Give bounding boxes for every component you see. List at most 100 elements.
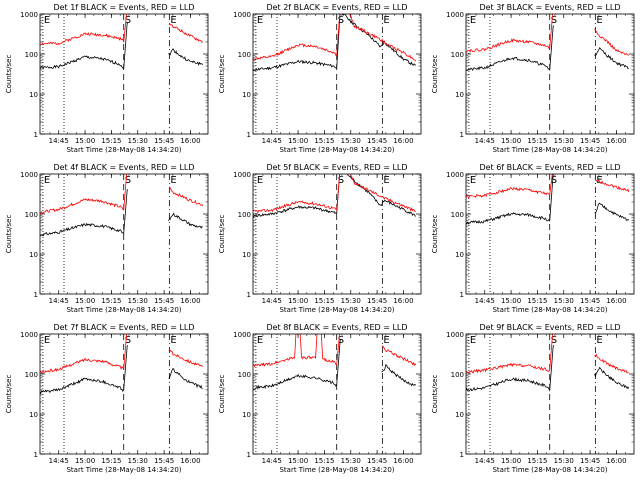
x-tick-label: 15:00 bbox=[75, 137, 95, 145]
x-tick-label: 15:00 bbox=[288, 297, 308, 305]
chart-title: Det 3f BLACK = Events, RED = LLD bbox=[479, 3, 620, 12]
y-tick-label: 1000 bbox=[446, 331, 464, 339]
event-marker-label: S bbox=[551, 335, 557, 346]
plot-frame bbox=[465, 333, 635, 455]
y-tick-label: 100 bbox=[238, 51, 251, 59]
event-marker-label: E bbox=[383, 175, 389, 186]
x-tick-label: 15:15 bbox=[101, 457, 121, 465]
x-axis-label: Start Time (28-May-08 14:34:20) bbox=[492, 466, 607, 474]
events-series-line bbox=[40, 22, 203, 70]
events-series-line bbox=[253, 174, 417, 218]
x-tick-label: 15:45 bbox=[154, 297, 174, 305]
event-marker-label: E bbox=[44, 15, 50, 26]
x-axis-label: Start Time (28-May-08 14:34:20) bbox=[66, 146, 181, 154]
y-tick-label: 1000 bbox=[20, 11, 38, 19]
y-axis-label: Counts/sec bbox=[218, 55, 226, 94]
detector-panel: Det 5f BLACK = Events, RED = LLD Counts/s… bbox=[213, 160, 426, 320]
x-axis-label: Start Time (28-May-08 14:34:20) bbox=[279, 306, 394, 314]
x-tick-label: 14:45 bbox=[475, 137, 495, 145]
x-axis-label: Start Time (28-May-08 14:34:20) bbox=[66, 306, 181, 314]
y-tick-label: 1 bbox=[460, 291, 464, 299]
y-axis-label: Counts/sec bbox=[431, 215, 439, 254]
lld-series-line bbox=[466, 334, 629, 374]
event-marker-label: S bbox=[125, 335, 131, 346]
x-tick-label: 15:15 bbox=[314, 457, 334, 465]
x-tick-label: 15:30 bbox=[341, 457, 361, 465]
y-axis-label: Counts/sec bbox=[218, 215, 226, 254]
x-tick-label: 16:00 bbox=[180, 457, 200, 465]
lld-series-line bbox=[466, 174, 630, 199]
chart-title: Det 4f BLACK = Events, RED = LLD bbox=[53, 163, 194, 172]
event-marker-label: E bbox=[470, 15, 476, 26]
lightcurve-plot: Det 1f BLACK = Events, RED = LLD Counts/s… bbox=[5, 3, 209, 154]
lightcurve-plot: Det 5f BLACK = Events, RED = LLD Counts/s… bbox=[218, 163, 422, 314]
y-tick-label: 10 bbox=[29, 411, 38, 419]
x-axis-label: Start Time (28-May-08 14:34:20) bbox=[492, 146, 607, 154]
events-series-line bbox=[40, 345, 203, 395]
x-tick-label: 14:45 bbox=[475, 297, 495, 305]
y-tick-label: 1 bbox=[34, 131, 38, 139]
x-tick-label: 16:00 bbox=[393, 137, 413, 145]
lld-series-line bbox=[40, 334, 203, 375]
y-tick-label: 100 bbox=[451, 211, 464, 219]
x-tick-label: 16:00 bbox=[606, 137, 626, 145]
x-tick-label: 15:00 bbox=[75, 297, 95, 305]
x-tick-label: 15:00 bbox=[75, 457, 95, 465]
x-tick-label: 15:15 bbox=[314, 297, 334, 305]
event-marker-label: S bbox=[338, 175, 344, 186]
y-axis-label: Counts/sec bbox=[431, 55, 439, 94]
event-marker-label: E bbox=[170, 175, 176, 186]
x-tick-label: 15:30 bbox=[554, 297, 574, 305]
plot-frame bbox=[465, 173, 635, 295]
x-tick-label: 15:30 bbox=[341, 137, 361, 145]
event-marker-label: E bbox=[596, 175, 602, 186]
x-tick-label: 14:45 bbox=[262, 137, 282, 145]
x-tick-label: 15:45 bbox=[367, 457, 387, 465]
lightcurve-plot: Det 8f BLACK = Events, RED = LLD Counts/s… bbox=[218, 323, 422, 474]
x-tick-label: 16:00 bbox=[180, 137, 200, 145]
event-marker-label: E bbox=[170, 335, 176, 346]
detector-panel: Det 1f BLACK = Events, RED = LLD Counts/s… bbox=[0, 0, 213, 160]
y-tick-label: 100 bbox=[238, 371, 251, 379]
event-marker-label: S bbox=[125, 15, 131, 26]
x-tick-label: 15:45 bbox=[580, 297, 600, 305]
x-tick-label: 15:30 bbox=[128, 137, 148, 145]
event-marker-label: E bbox=[257, 15, 263, 26]
event-marker-label: E bbox=[596, 335, 602, 346]
y-tick-label: 1000 bbox=[446, 171, 464, 179]
y-axis-label: Counts/sec bbox=[5, 55, 13, 94]
event-marker-label: S bbox=[338, 15, 344, 26]
plot-frame bbox=[252, 333, 422, 455]
detector-panel: Det 4f BLACK = Events, RED = LLD Counts/s… bbox=[0, 160, 213, 320]
x-tick-label: 14:45 bbox=[49, 457, 69, 465]
y-tick-label: 1000 bbox=[233, 171, 251, 179]
x-tick-label: 15:15 bbox=[101, 137, 121, 145]
chart-title: Det 5f BLACK = Events, RED = LLD bbox=[266, 163, 407, 172]
y-tick-label: 100 bbox=[451, 51, 464, 59]
chart-title: Det 9f BLACK = Events, RED = LLD bbox=[479, 323, 620, 332]
detector-panel: Det 3f BLACK = Events, RED = LLD Counts/s… bbox=[426, 0, 639, 160]
lld-series-line bbox=[40, 174, 204, 215]
lld-series-line bbox=[466, 14, 629, 56]
event-marker-label: E bbox=[470, 335, 476, 346]
y-tick-label: 10 bbox=[242, 91, 251, 99]
chart-title: Det 8f BLACK = Events, RED = LLD bbox=[266, 323, 407, 332]
chart-title: Det 2f BLACK = Events, RED = LLD bbox=[266, 3, 407, 12]
x-tick-label: 16:00 bbox=[180, 297, 200, 305]
detector-panel: Det 8f BLACK = Events, RED = LLD Counts/s… bbox=[213, 320, 426, 480]
x-tick-label: 15:45 bbox=[367, 297, 387, 305]
y-tick-label: 100 bbox=[451, 371, 464, 379]
x-tick-label: 15:30 bbox=[554, 137, 574, 145]
y-tick-label: 1 bbox=[460, 451, 464, 459]
y-tick-label: 100 bbox=[25, 211, 38, 219]
x-tick-label: 15:45 bbox=[154, 137, 174, 145]
plot-frame bbox=[252, 13, 422, 135]
event-marker-label: E bbox=[257, 175, 263, 186]
lightcurve-plot: Det 4f BLACK = Events, RED = LLD Counts/s… bbox=[5, 163, 209, 314]
plot-frame bbox=[252, 173, 422, 295]
event-marker-label: E bbox=[383, 15, 389, 26]
x-tick-label: 15:30 bbox=[341, 297, 361, 305]
y-tick-label: 1000 bbox=[446, 11, 464, 19]
plot-frame bbox=[39, 13, 209, 135]
x-tick-label: 16:00 bbox=[606, 297, 626, 305]
